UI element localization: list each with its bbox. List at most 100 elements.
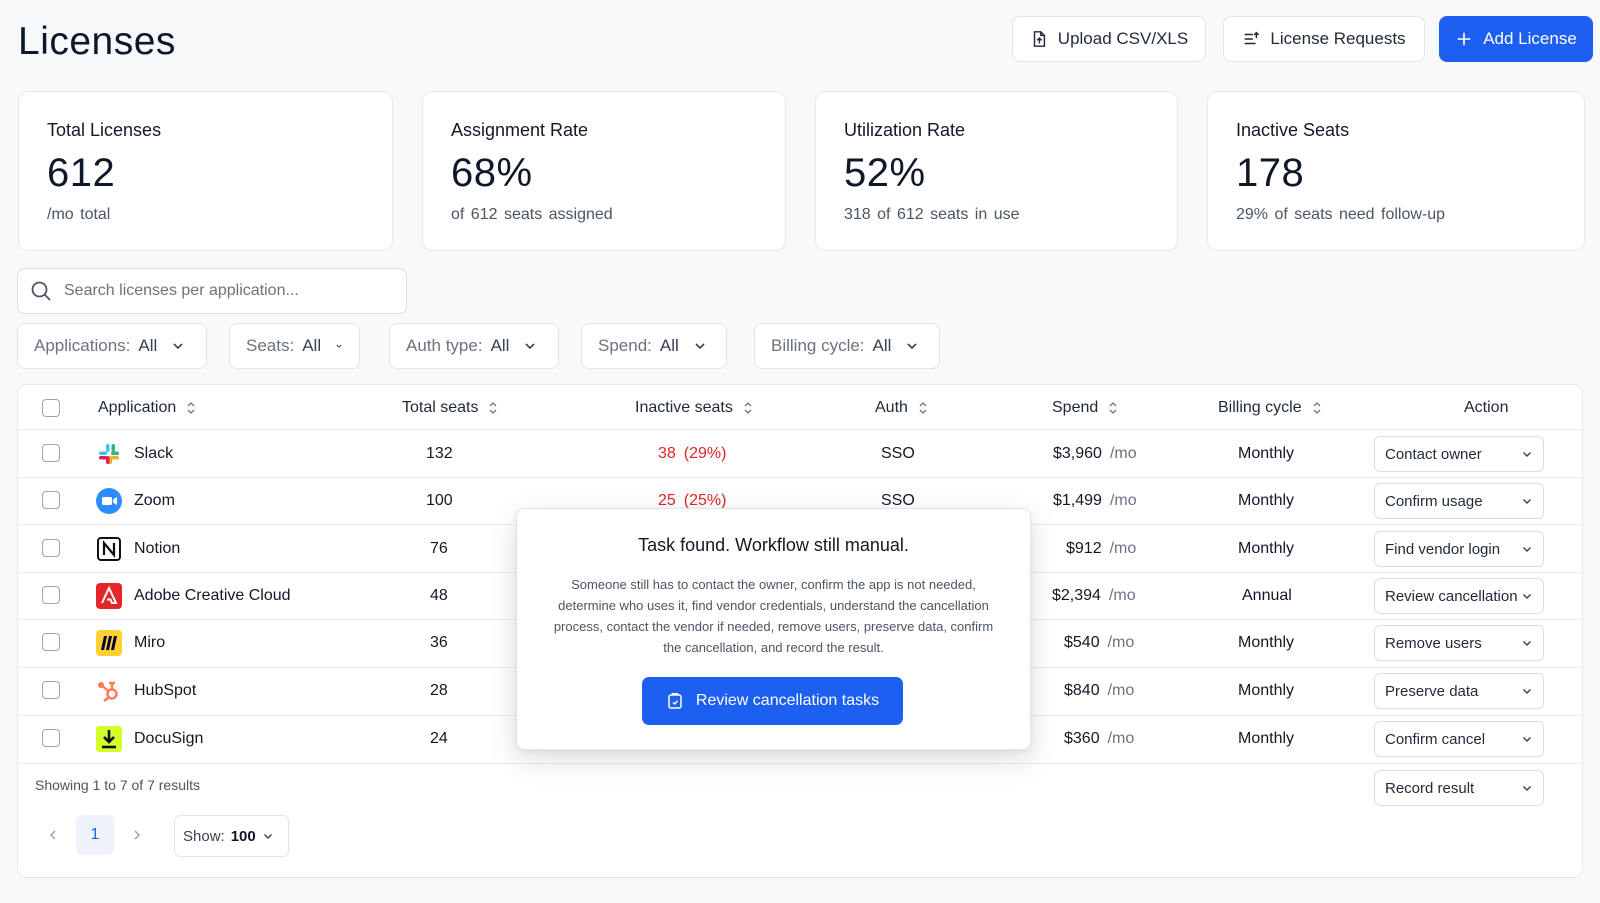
list-icon xyxy=(1245,31,1260,45)
spend-period: /mo xyxy=(1109,491,1137,509)
app-cell: Notion xyxy=(96,525,180,572)
action-label: Find vendor login xyxy=(1385,540,1501,558)
column-header-inactive-seats[interactable]: Inactive seats xyxy=(635,393,753,423)
app-name[interactable]: Notion xyxy=(134,539,181,557)
plus-icon xyxy=(1457,32,1471,46)
popover-title: Task found. Workflow still manual. xyxy=(638,535,909,555)
review-cancellation-tasks-button[interactable]: Review cancellation tasks xyxy=(642,677,903,725)
search-box xyxy=(17,268,407,314)
action-dropdown[interactable]: Preserve data xyxy=(1374,673,1544,709)
app-cell: Adobe Creative Cloud xyxy=(96,572,291,619)
filter-label: Billing cycle: xyxy=(771,336,865,355)
column-header-total-seats[interactable]: Total seats xyxy=(402,393,498,423)
filter-label: Seats: xyxy=(246,336,295,355)
spend: $360 /mo xyxy=(1064,715,1134,762)
app-name[interactable]: Adobe Creative Cloud xyxy=(134,586,291,604)
column-header-application[interactable]: Application xyxy=(98,393,196,423)
upload-csv-button[interactable]: Upload CSV/XLS xyxy=(1012,16,1206,62)
column-header-auth[interactable]: Auth xyxy=(875,393,928,423)
table-row: Miro 36 $540 /mo Monthly Remove users xyxy=(18,619,1582,666)
stat-value: 178 xyxy=(1236,151,1305,195)
row-checkbox[interactable] xyxy=(42,681,60,699)
record-result-dropdown[interactable]: Record result xyxy=(1374,770,1544,806)
app-cell: Slack xyxy=(96,430,173,477)
billing-cycle: Monthly xyxy=(1238,491,1295,509)
workflow-popover: Task found. Workflow still manual. Someo… xyxy=(516,508,1031,750)
notion-icon xyxy=(96,536,122,562)
stat-value: 612 xyxy=(47,151,116,195)
filter-spend[interactable]: Spend: All xyxy=(581,323,727,369)
billing-cycle: Monthly xyxy=(1238,729,1295,747)
stat-sub-text: seats in use xyxy=(930,206,1020,223)
sort-icon xyxy=(187,402,195,414)
chevron-down-icon xyxy=(1523,499,1531,504)
clipboard-icon xyxy=(668,693,682,709)
row-checkbox[interactable] xyxy=(42,539,60,557)
stat-title: Utilization Rate xyxy=(844,120,966,140)
stat-sub-number: 612 xyxy=(896,206,924,223)
app-name[interactable]: DocuSign xyxy=(134,729,204,747)
chevron-down-icon xyxy=(1523,452,1531,457)
prev-page-button[interactable] xyxy=(34,815,72,855)
add-license-button[interactable]: Add License xyxy=(1439,16,1593,62)
filter-billing-cycle[interactable]: Billing cycle: All xyxy=(754,323,940,369)
spend: $3,960 /mo xyxy=(1053,430,1137,477)
column-header-spend[interactable]: Spend xyxy=(1052,393,1118,423)
total-seats: 48 xyxy=(430,586,448,604)
page-number-button[interactable]: 1 xyxy=(76,815,114,855)
filter-seats[interactable]: Seats: All xyxy=(229,323,360,369)
spend-amount: $3,960 xyxy=(1053,444,1102,462)
column-header-billing-cycle[interactable]: Billing cycle xyxy=(1218,393,1322,423)
license-requests-button[interactable]: License Requests xyxy=(1223,16,1425,62)
app-name[interactable]: Slack xyxy=(134,444,174,462)
results-summary: Showing 1 to 7 of 7 results xyxy=(35,777,200,793)
next-page-button[interactable] xyxy=(118,815,156,855)
filter-label: Spend: xyxy=(598,336,652,355)
billing-cycle: Annual xyxy=(1242,586,1292,604)
total-seats: 100 xyxy=(426,491,453,509)
chevron-down-icon xyxy=(173,343,183,350)
row-checkbox[interactable] xyxy=(42,444,60,462)
row-checkbox[interactable] xyxy=(42,491,60,509)
spend-period: /mo xyxy=(1107,633,1135,651)
stat-title: Total Licenses xyxy=(47,120,162,140)
sort-icon xyxy=(919,402,927,414)
app-name[interactable]: Miro xyxy=(134,633,166,651)
filter-auth-type[interactable]: Auth type: All xyxy=(389,323,559,369)
page-size-select[interactable]: Show: 100 xyxy=(174,815,289,857)
row-checkbox[interactable] xyxy=(42,729,60,747)
action-dropdown[interactable]: Contact owner xyxy=(1374,436,1544,472)
row-checkbox[interactable] xyxy=(42,633,60,651)
action-dropdown[interactable]: Find vendor login xyxy=(1374,531,1544,567)
stat-subtitle: 29% of seats need follow-up xyxy=(1236,206,1556,224)
filter-applications[interactable]: Applications: All xyxy=(17,323,207,369)
chevron-left-icon xyxy=(49,830,56,840)
chevron-down-icon xyxy=(1523,737,1531,742)
sort-icon xyxy=(490,402,497,414)
chevron-down-icon xyxy=(907,343,918,350)
spend-period: /mo xyxy=(1109,539,1137,557)
stat-card-inactive-seats: Inactive Seats 178 29% of seats need fol… xyxy=(1207,91,1585,251)
spend-period: /mo xyxy=(1109,444,1137,462)
page-title: Licenses xyxy=(18,20,176,63)
action-dropdown[interactable]: Review cancellation xyxy=(1374,578,1544,614)
column-label: Auth xyxy=(875,399,908,416)
action-label: Confirm cancel xyxy=(1385,730,1486,748)
license-requests-label: License Requests xyxy=(1270,29,1406,48)
action-dropdown[interactable]: Remove users xyxy=(1374,625,1544,661)
table-row: Adobe Creative Cloud 48 $2,394 /mo Annua… xyxy=(18,572,1582,619)
spend: $1,499 /mo xyxy=(1053,477,1137,524)
action-label: Remove users xyxy=(1385,634,1482,652)
stat-card-assignment-rate: Assignment Rate 68% of 612 seats assigne… xyxy=(422,91,786,251)
filter-value: All xyxy=(659,336,679,355)
app-name[interactable]: Zoom xyxy=(134,491,175,509)
divider xyxy=(18,763,1582,764)
search-input[interactable] xyxy=(64,282,384,300)
miro-icon xyxy=(96,629,122,656)
action-dropdown[interactable]: Confirm usage xyxy=(1374,483,1544,519)
row-checkbox[interactable] xyxy=(42,586,60,604)
table-row: HubSpot 28 $840 /mo Monthly Preserve dat… xyxy=(18,667,1582,714)
select-all-checkbox[interactable] xyxy=(42,399,60,417)
action-dropdown[interactable]: Confirm cancel xyxy=(1374,721,1544,757)
app-name[interactable]: HubSpot xyxy=(134,681,197,699)
